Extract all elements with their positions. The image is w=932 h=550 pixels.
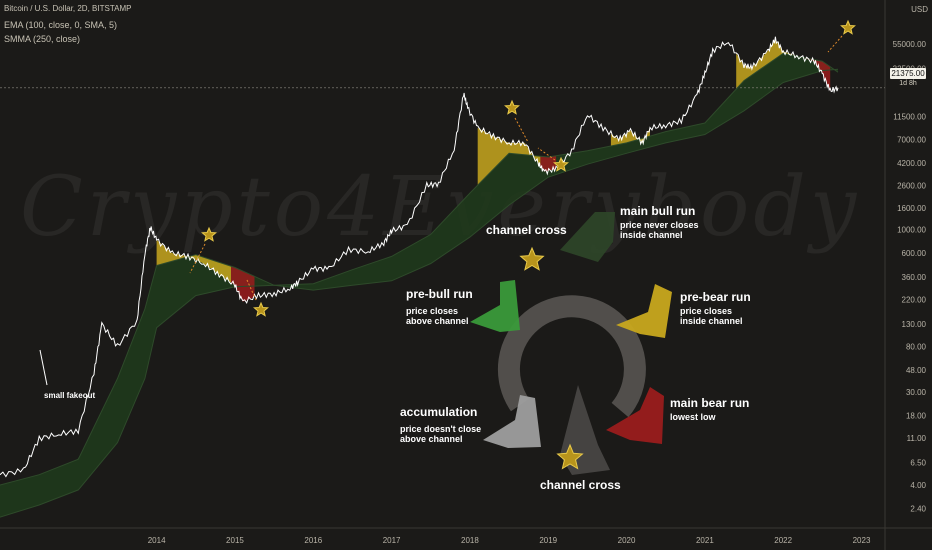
annotation-desc: price doesn't close above channel bbox=[400, 424, 482, 445]
x-tick-label: 2020 bbox=[618, 536, 636, 545]
cycle-ring bbox=[497, 295, 646, 418]
phase-pre-bull-shape bbox=[470, 280, 520, 332]
smma-line bbox=[0, 68, 839, 518]
y-tick-label: 30.00 bbox=[906, 388, 927, 397]
annotation-desc-line: inside channel bbox=[680, 316, 743, 327]
annotation-main-bear-run: main bear run lowest low bbox=[670, 396, 750, 423]
annotation-desc-line: above channel bbox=[406, 316, 469, 327]
annotation-title: main bull run bbox=[620, 204, 696, 218]
annotation-desc-line: price doesn't close bbox=[400, 424, 482, 435]
y-tick-label: 7000.00 bbox=[897, 135, 926, 144]
y-tick-label: 48.00 bbox=[906, 366, 927, 375]
x-tick-label: 2015 bbox=[226, 536, 244, 545]
phase-main-bear-shape bbox=[606, 387, 664, 444]
channel-band bbox=[0, 53, 838, 518]
y-tick-label: 600.00 bbox=[902, 249, 927, 258]
dashed-arrow bbox=[827, 35, 843, 53]
x-tick-label: 2014 bbox=[148, 536, 166, 545]
y-tick-label: 18.00 bbox=[906, 411, 927, 420]
annotation-title: pre-bear run bbox=[680, 290, 751, 304]
fakeout-arrow bbox=[39, 349, 48, 386]
star-icon bbox=[556, 443, 584, 470]
annotation-desc-line: lowest low bbox=[670, 412, 716, 423]
y-tick-label: 4.00 bbox=[910, 481, 926, 490]
y-tick-label: 1600.00 bbox=[897, 204, 926, 213]
pre-bear-fill bbox=[477, 127, 541, 186]
dashed-arrow bbox=[514, 117, 529, 143]
x-tick-label: 2018 bbox=[461, 536, 479, 545]
annotation-title: pre-bull run bbox=[406, 287, 473, 301]
annotation-main-bull-run: main bull run price never closes inside … bbox=[620, 204, 699, 241]
annotation-desc-line: price never closes bbox=[620, 220, 699, 231]
x-tick-label: 2016 bbox=[304, 536, 322, 545]
annotation-desc-line: above channel bbox=[400, 434, 463, 445]
x-tick-label: 2019 bbox=[539, 536, 557, 545]
star-icon bbox=[253, 301, 269, 317]
pre-bear-fill bbox=[610, 127, 650, 146]
annotation-desc: price closes above channel bbox=[406, 306, 473, 327]
star-icon bbox=[504, 99, 520, 115]
annotation-title: main bear run bbox=[670, 396, 750, 410]
annotation-desc-line: price closes bbox=[680, 306, 733, 317]
annotation-desc: price never closes inside channel bbox=[620, 220, 699, 241]
annotation-desc-line: price closes bbox=[406, 306, 459, 317]
y-tick-label: 2600.00 bbox=[897, 181, 926, 190]
dashed-arrow bbox=[189, 243, 206, 274]
y-tick-label: 6.50 bbox=[910, 459, 926, 468]
phase-pre-bear-shape bbox=[616, 284, 672, 338]
annotation-accumulation: accumulation price doesn't close above c… bbox=[400, 405, 482, 445]
y-tick-label: 11500.00 bbox=[893, 113, 926, 122]
x-tick-label: 2017 bbox=[383, 536, 401, 545]
chart-title: Bitcoin / U.S. Dollar, 2D, BITSTAMP bbox=[4, 4, 132, 13]
y-tick-label: 220.00 bbox=[902, 296, 927, 305]
price-line bbox=[0, 36, 839, 478]
star-icon bbox=[201, 226, 217, 242]
y-tick-label: 55000.00 bbox=[893, 40, 927, 49]
annotation-title: channel cross bbox=[486, 223, 567, 237]
star-icon bbox=[553, 156, 569, 172]
bear-fill bbox=[802, 57, 831, 91]
y-tick-label: 360.00 bbox=[902, 273, 927, 282]
bear-fill bbox=[540, 155, 557, 172]
annotation-desc-line: inside channel bbox=[620, 230, 683, 241]
last-price-countdown: 1d 8h bbox=[899, 80, 917, 87]
annotation-desc: price closes inside channel bbox=[680, 306, 751, 327]
small-fakeout-note: small fakeout bbox=[44, 391, 96, 400]
y-tick-label: 130.00 bbox=[902, 320, 927, 329]
star-icon bbox=[840, 19, 856, 35]
y-tick-label: 11.00 bbox=[907, 434, 927, 443]
y-tick-label: 2.40 bbox=[910, 505, 926, 514]
star-icon bbox=[519, 246, 545, 271]
annotation-title: channel cross bbox=[540, 478, 621, 492]
x-tick-label: 2023 bbox=[853, 536, 871, 545]
smma-indicator-label[interactable]: SMMA (250, close) bbox=[4, 34, 81, 44]
y-tick-label: 80.00 bbox=[906, 342, 927, 351]
ema-indicator-label[interactable]: EMA (100, close, 0, SMA, 5) bbox=[4, 20, 118, 30]
annotation-desc: lowest low bbox=[670, 412, 749, 423]
annotation-channel-cross-top: channel cross bbox=[486, 223, 567, 237]
y-tick-label: 1000.00 bbox=[897, 226, 926, 235]
annotation-title: accumulation bbox=[400, 405, 478, 419]
y-tick-label: 4200.00 bbox=[897, 159, 926, 168]
currency-label: USD bbox=[911, 5, 928, 14]
phase-main-bull-shape bbox=[560, 212, 615, 262]
dashed-arrow bbox=[537, 147, 556, 161]
last-price-badge: 21375.00 bbox=[890, 68, 926, 79]
x-tick-label: 2021 bbox=[696, 536, 714, 545]
phase-accumulation-shape bbox=[483, 395, 541, 448]
annotation-channel-cross-bottom: channel cross bbox=[540, 478, 621, 492]
x-tick-label: 2022 bbox=[774, 536, 792, 545]
ema-line bbox=[0, 52, 839, 486]
bear-fill bbox=[231, 266, 255, 302]
annotation-pre-bear-run: pre-bear run price closes inside channel bbox=[680, 290, 751, 327]
annotation-pre-bull-run: pre-bull run price closes above channel bbox=[406, 287, 473, 327]
